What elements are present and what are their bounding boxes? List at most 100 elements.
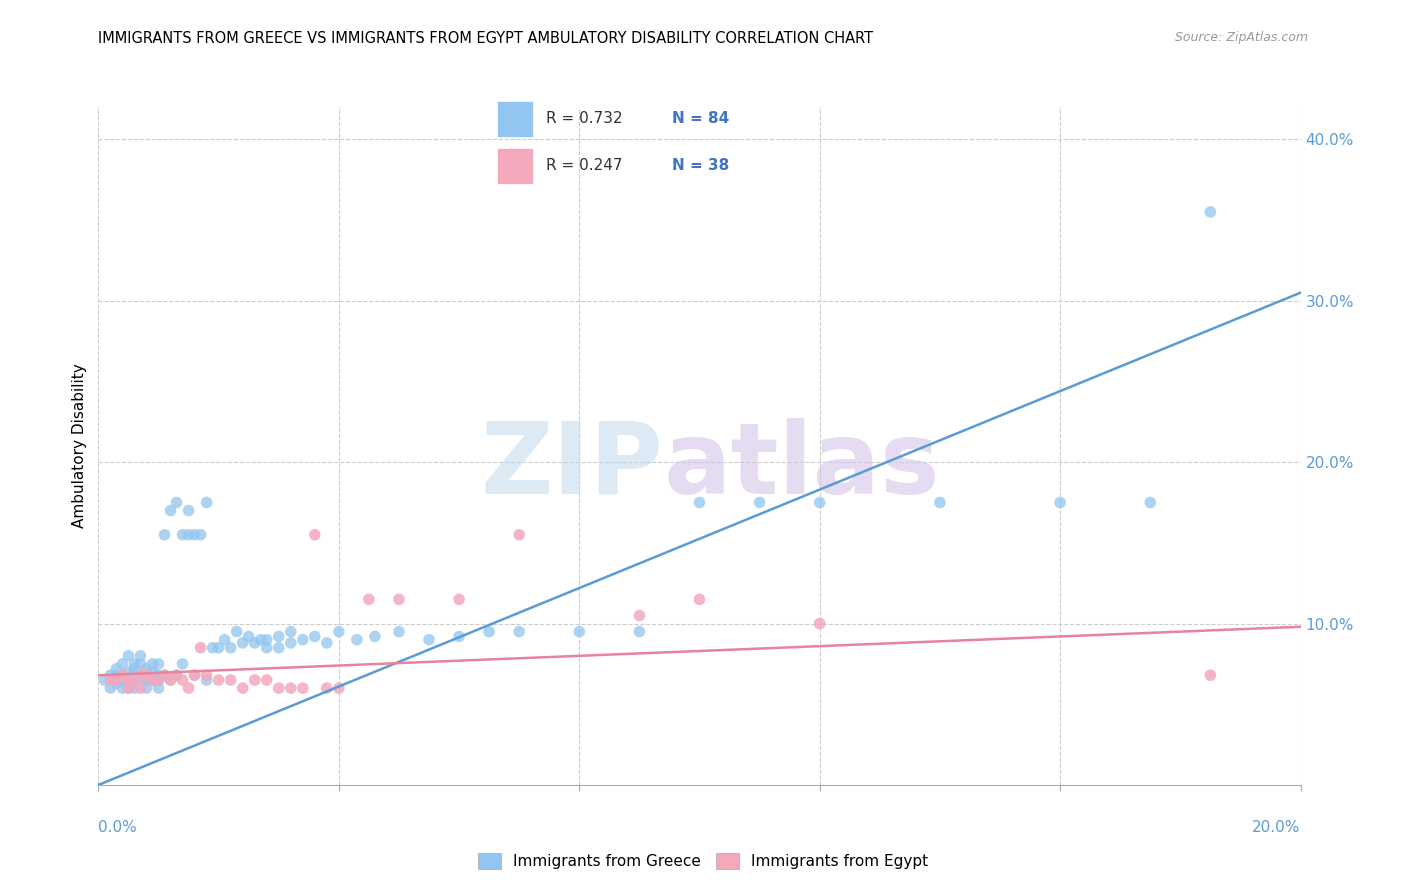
- Point: [214, 632, 236, 647]
- Point: [195, 668, 218, 682]
- Point: [688, 495, 710, 509]
- Point: [135, 668, 157, 682]
- Point: [190, 640, 212, 655]
- Text: 0.0%: 0.0%: [98, 821, 138, 835]
- Point: [808, 495, 831, 509]
- Point: [243, 636, 266, 650]
- Point: [117, 681, 139, 695]
- Point: [100, 673, 122, 687]
- Point: [315, 681, 337, 695]
- Point: [243, 673, 266, 687]
- Point: [280, 624, 302, 639]
- Point: [148, 668, 170, 682]
- Point: [153, 668, 176, 682]
- Point: [748, 495, 770, 509]
- Point: [315, 636, 337, 650]
- Point: [177, 528, 200, 542]
- Text: R = 0.732: R = 0.732: [546, 111, 621, 126]
- Point: [159, 503, 181, 517]
- Point: [568, 624, 591, 639]
- Point: [208, 673, 231, 687]
- Point: [153, 668, 176, 682]
- Point: [117, 681, 139, 695]
- Point: [267, 681, 290, 695]
- Point: [124, 662, 146, 676]
- Point: [148, 673, 170, 687]
- Point: [166, 668, 188, 682]
- Point: [166, 668, 188, 682]
- Point: [249, 632, 271, 647]
- Legend: Immigrants from Greece, Immigrants from Egypt: Immigrants from Greece, Immigrants from …: [471, 847, 935, 875]
- Point: [159, 673, 181, 687]
- Point: [291, 632, 314, 647]
- Point: [447, 592, 470, 607]
- Point: [267, 630, 290, 644]
- Point: [129, 668, 152, 682]
- Point: [508, 624, 530, 639]
- Point: [148, 681, 170, 695]
- Point: [141, 673, 163, 687]
- Point: [418, 632, 440, 647]
- Point: [111, 681, 134, 695]
- Point: [111, 668, 134, 682]
- Point: [280, 681, 302, 695]
- Point: [195, 495, 218, 509]
- Point: [256, 632, 278, 647]
- Point: [183, 668, 205, 682]
- Point: [447, 630, 470, 644]
- Point: [100, 668, 122, 682]
- Point: [166, 495, 188, 509]
- Point: [141, 673, 163, 687]
- Point: [100, 681, 122, 695]
- Point: [129, 648, 152, 663]
- Point: [388, 592, 411, 607]
- Point: [267, 640, 290, 655]
- Point: [159, 673, 181, 687]
- Point: [280, 636, 302, 650]
- Point: [183, 528, 205, 542]
- Point: [135, 681, 157, 695]
- Point: [328, 624, 350, 639]
- Point: [117, 665, 139, 679]
- Point: [148, 657, 170, 671]
- Point: [105, 676, 128, 690]
- Point: [105, 668, 128, 682]
- Point: [388, 624, 411, 639]
- Text: N = 84: N = 84: [672, 111, 730, 126]
- Point: [238, 630, 260, 644]
- Point: [195, 673, 218, 687]
- Point: [256, 673, 278, 687]
- Point: [177, 503, 200, 517]
- Point: [1139, 495, 1161, 509]
- Point: [93, 673, 115, 687]
- Text: atlas: atlas: [664, 417, 941, 515]
- Point: [232, 636, 254, 650]
- Point: [172, 528, 194, 542]
- Point: [628, 608, 651, 623]
- Point: [141, 657, 163, 671]
- Point: [1199, 205, 1222, 219]
- Y-axis label: Ambulatory Disability: Ambulatory Disability: [72, 364, 87, 528]
- Point: [105, 673, 128, 687]
- Point: [129, 681, 152, 695]
- Point: [141, 665, 163, 679]
- Point: [117, 648, 139, 663]
- Point: [177, 681, 200, 695]
- Point: [688, 592, 710, 607]
- Point: [148, 673, 170, 687]
- Point: [105, 662, 128, 676]
- Point: [357, 592, 380, 607]
- Point: [304, 630, 326, 644]
- Text: R = 0.247: R = 0.247: [546, 158, 621, 173]
- Point: [129, 657, 152, 671]
- Point: [808, 616, 831, 631]
- Point: [219, 673, 242, 687]
- Text: 20.0%: 20.0%: [1253, 821, 1301, 835]
- Point: [135, 668, 157, 682]
- Point: [124, 657, 146, 671]
- Point: [508, 528, 530, 542]
- Point: [129, 673, 152, 687]
- Point: [219, 640, 242, 655]
- Point: [135, 662, 157, 676]
- Text: Source: ZipAtlas.com: Source: ZipAtlas.com: [1174, 31, 1308, 45]
